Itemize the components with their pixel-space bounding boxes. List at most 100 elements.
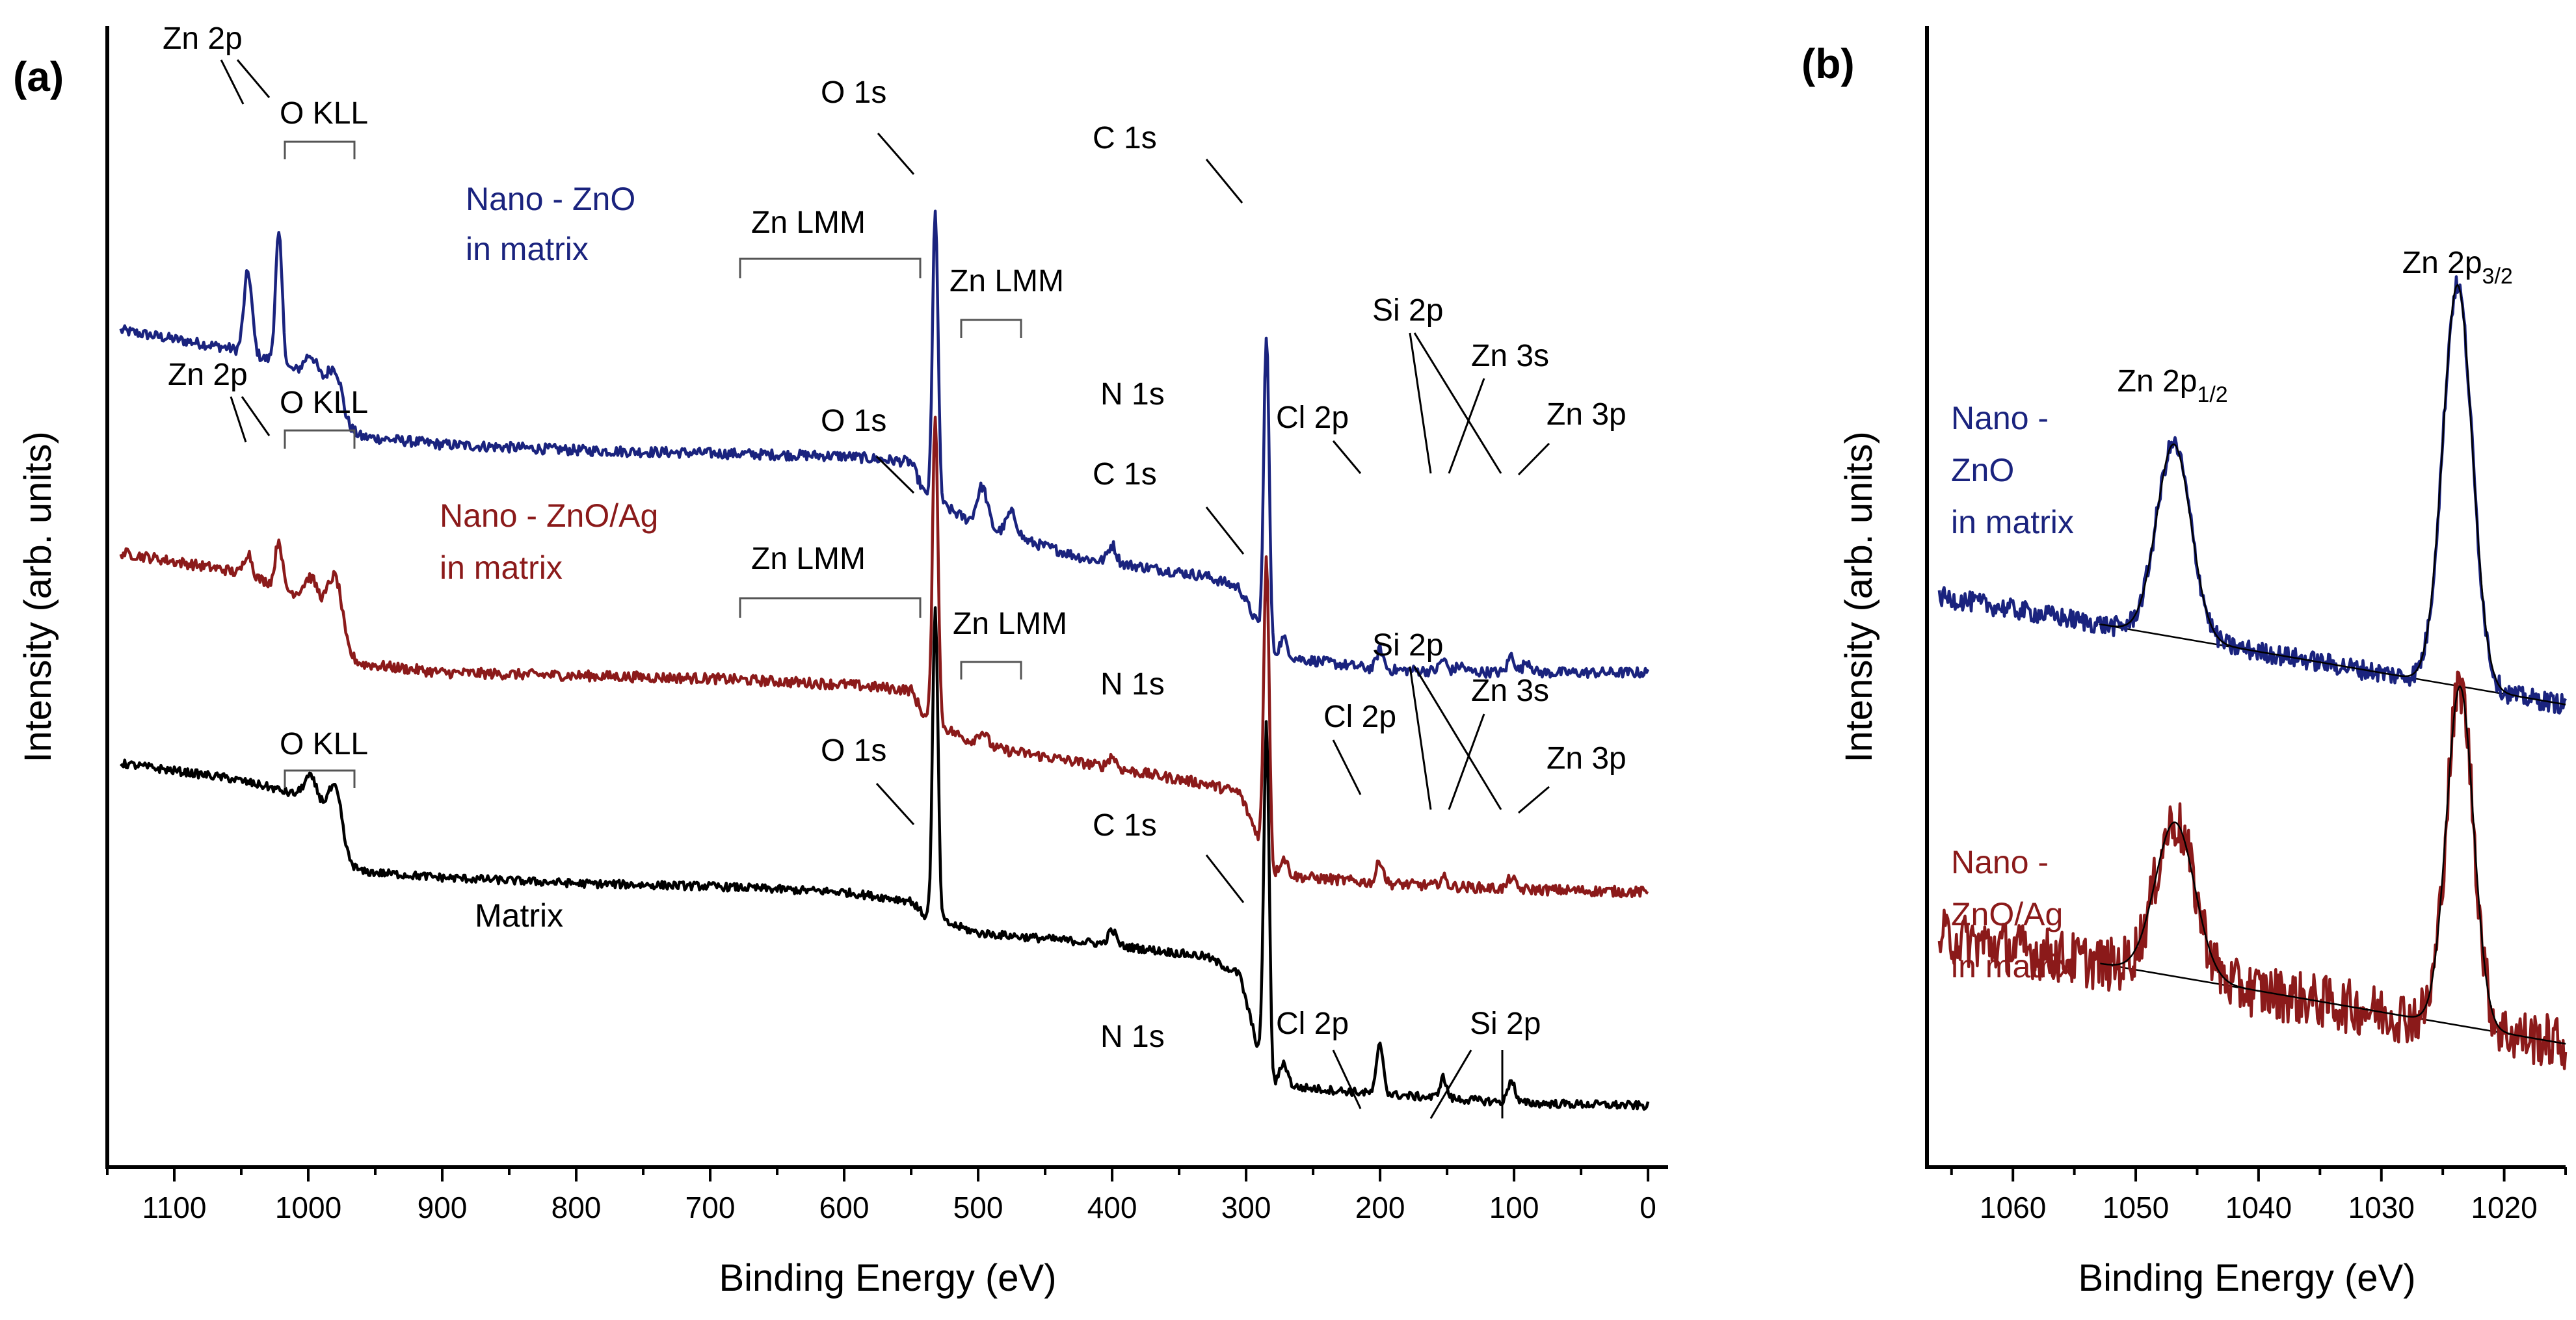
peak-label-cl2p: Cl 2p [1276, 1007, 1349, 1041]
peak-label-n1s: N 1s [1100, 377, 1165, 412]
znlmm-bracket-a [739, 257, 922, 278]
peak-label-o1s: O 1s [821, 733, 886, 768]
peak-label-si2p: Si 2p [1372, 628, 1443, 663]
peak-label-subscript: 3/2 [2482, 264, 2513, 289]
peak-label-c1s: C 1s [1093, 808, 1157, 843]
peak-arrow [1429, 1049, 1472, 1119]
panel-b-fits [2100, 284, 2566, 1045]
peak-label-zn3s: Zn 3s [1471, 339, 1549, 373]
series-label-b-nano-zno-line1: Nano - [1951, 400, 2049, 436]
x-tick-label: 300 [1221, 1191, 1271, 1224]
series-label-b-nano-zno-ag-line1: Nano - [1951, 844, 2049, 880]
peak-label-okll: O KLL [280, 96, 368, 131]
peak-label-subscript: 1/2 [2197, 382, 2227, 407]
peak-label-okll: O KLL [280, 727, 368, 761]
series-fit-nano-zno-ag [2100, 685, 2566, 1045]
panel-a-x-ticks: 1100 1000 900 800 700 600 500 400 300 200 100 0 [106, 1167, 1656, 1224]
series-line-matrix [120, 606, 1650, 1111]
x-tick-label: 600 [819, 1191, 870, 1224]
peak-label-o1s: O 1s [821, 75, 886, 110]
x-tick-label: 800 [551, 1191, 602, 1224]
peak-label-znlmm-b: Zn LMM [949, 264, 1064, 298]
x-tick-label: 200 [1355, 1191, 1405, 1224]
series-line-nano-zno [119, 209, 1650, 680]
series-label-nano-zno-line1: Nano - ZnO [466, 181, 635, 217]
peak-label-main: Zn 2p [2118, 364, 2198, 399]
annotations-matrix: O KLL O 1s C 1s N 1s Cl 2p Si 2p [280, 727, 1541, 1119]
peak-arrow [1517, 442, 1550, 476]
peak-label-si2p: Si 2p [1470, 1007, 1541, 1041]
peak-arrow [220, 59, 245, 105]
series-label-b-nano-zno-ag-line3: in matrix [1951, 948, 2074, 984]
x-tick-label: 400 [1087, 1191, 1137, 1224]
peak-label-zn3p: Zn 3p [1547, 741, 1627, 776]
x-tick-label: 1000 [275, 1191, 341, 1224]
peak-label-zn2p: Zn 2p [163, 21, 243, 56]
series-label-b-nano-zno-ag-line2: ZnO/Ag [1951, 896, 2063, 932]
peak-arrow [1448, 713, 1485, 810]
x-tick-label: 0 [1640, 1191, 1656, 1224]
x-tick-label: 100 [1489, 1191, 1539, 1224]
series-label-b-nano-zno-line2: ZnO [1951, 452, 2014, 488]
panel-b-x-ticks: 1060 1050 1040 1030 1020 [1950, 1167, 2567, 1224]
x-tick-label: 700 [685, 1191, 736, 1224]
panel-b-y-axis-title: Intensity (arb. units) [1838, 431, 1880, 762]
peak-arrow [230, 396, 247, 443]
peak-label-znlmm-b: Zn LMM [953, 607, 1067, 641]
znlmm-bracket-b [960, 661, 1022, 680]
peak-arrow [1205, 507, 1245, 555]
series-line-nano-zno-zn2p [1937, 275, 2567, 715]
peak-label-o1s: O 1s [821, 404, 886, 438]
okll-bracket [284, 140, 356, 159]
series-label-matrix: Matrix [475, 897, 563, 934]
x-tick-label: 1100 [142, 1191, 207, 1224]
peak-label-okll: O KLL [280, 386, 368, 420]
x-tick-label: 900 [418, 1191, 468, 1224]
peak-arrow [877, 133, 915, 175]
peak-label-si2p: Si 2p [1372, 293, 1443, 328]
okll-bracket [284, 769, 356, 788]
peak-arrow [1332, 440, 1362, 474]
peak-arrow [1332, 1049, 1362, 1109]
panel-a-label: (a) [13, 53, 64, 100]
peak-arrow [875, 455, 915, 494]
x-tick-label: 1020 [2471, 1191, 2537, 1224]
peak-label-n1s: N 1s [1100, 1020, 1165, 1054]
series-line-nano-zno-ag-zn2p [1937, 670, 2568, 1070]
x-tick-label: 1040 [2225, 1191, 2292, 1224]
panel-a-x-axis-title: Binding Energy (eV) [719, 1257, 1056, 1299]
panel-a-series [119, 209, 1650, 1111]
peak-label-cl2p: Cl 2p [1276, 401, 1349, 435]
series-label-nano-zno-ag-line2: in matrix [440, 549, 563, 586]
peak-arrow [1205, 159, 1243, 204]
x-tick-label: 1050 [2103, 1191, 2169, 1224]
x-tick-label: 500 [953, 1191, 1003, 1224]
panel-b-zn2p-spectra: (b) 1060 1050 1040 1030 1020 Binding Energy … [1801, 26, 2568, 1299]
peak-arrow [1409, 666, 1432, 810]
panel-a-survey-spectra: (a) 1100 1000 900 800 700 600 500 400 300 200 100 0… [13, 21, 1668, 1299]
peak-label-c1s: C 1s [1093, 121, 1157, 155]
x-tick-label: 1030 [2348, 1191, 2415, 1224]
peak-label-zn3p: Zn 3p [1547, 397, 1627, 432]
peak-arrow [1409, 332, 1432, 474]
znlmm-bracket-b [960, 319, 1022, 338]
peak-arrow [1205, 854, 1245, 903]
peak-label-n1s: N 1s [1100, 667, 1165, 702]
peak-label-c1s: C 1s [1093, 457, 1157, 492]
peak-label-zn2p: Zn 2p [168, 358, 248, 392]
okll-bracket [284, 429, 356, 449]
peak-arrow [236, 59, 271, 98]
peak-arrow [1448, 378, 1485, 474]
panel-b-x-axis-title: Binding Energy (eV) [2078, 1257, 2415, 1299]
x-tick-label: 1060 [1980, 1191, 2046, 1224]
znlmm-bracket-a [739, 597, 922, 618]
peak-label-zn2p-3-2: Zn 2p3/2 [2402, 246, 2513, 289]
peak-label-znlmm-a: Zn LMM [751, 205, 866, 240]
peak-arrow [1413, 666, 1502, 810]
series-label-nano-zno-line2: in matrix [466, 231, 589, 267]
peak-label-zn2p-1-2: Zn 2p1/2 [2118, 364, 2228, 407]
peak-label-zn3s: Zn 3s [1471, 674, 1549, 708]
series-label-nano-zno-ag-line1: Nano - ZnO/Ag [440, 497, 658, 534]
peak-label-znlmm-a: Zn LMM [751, 542, 866, 576]
